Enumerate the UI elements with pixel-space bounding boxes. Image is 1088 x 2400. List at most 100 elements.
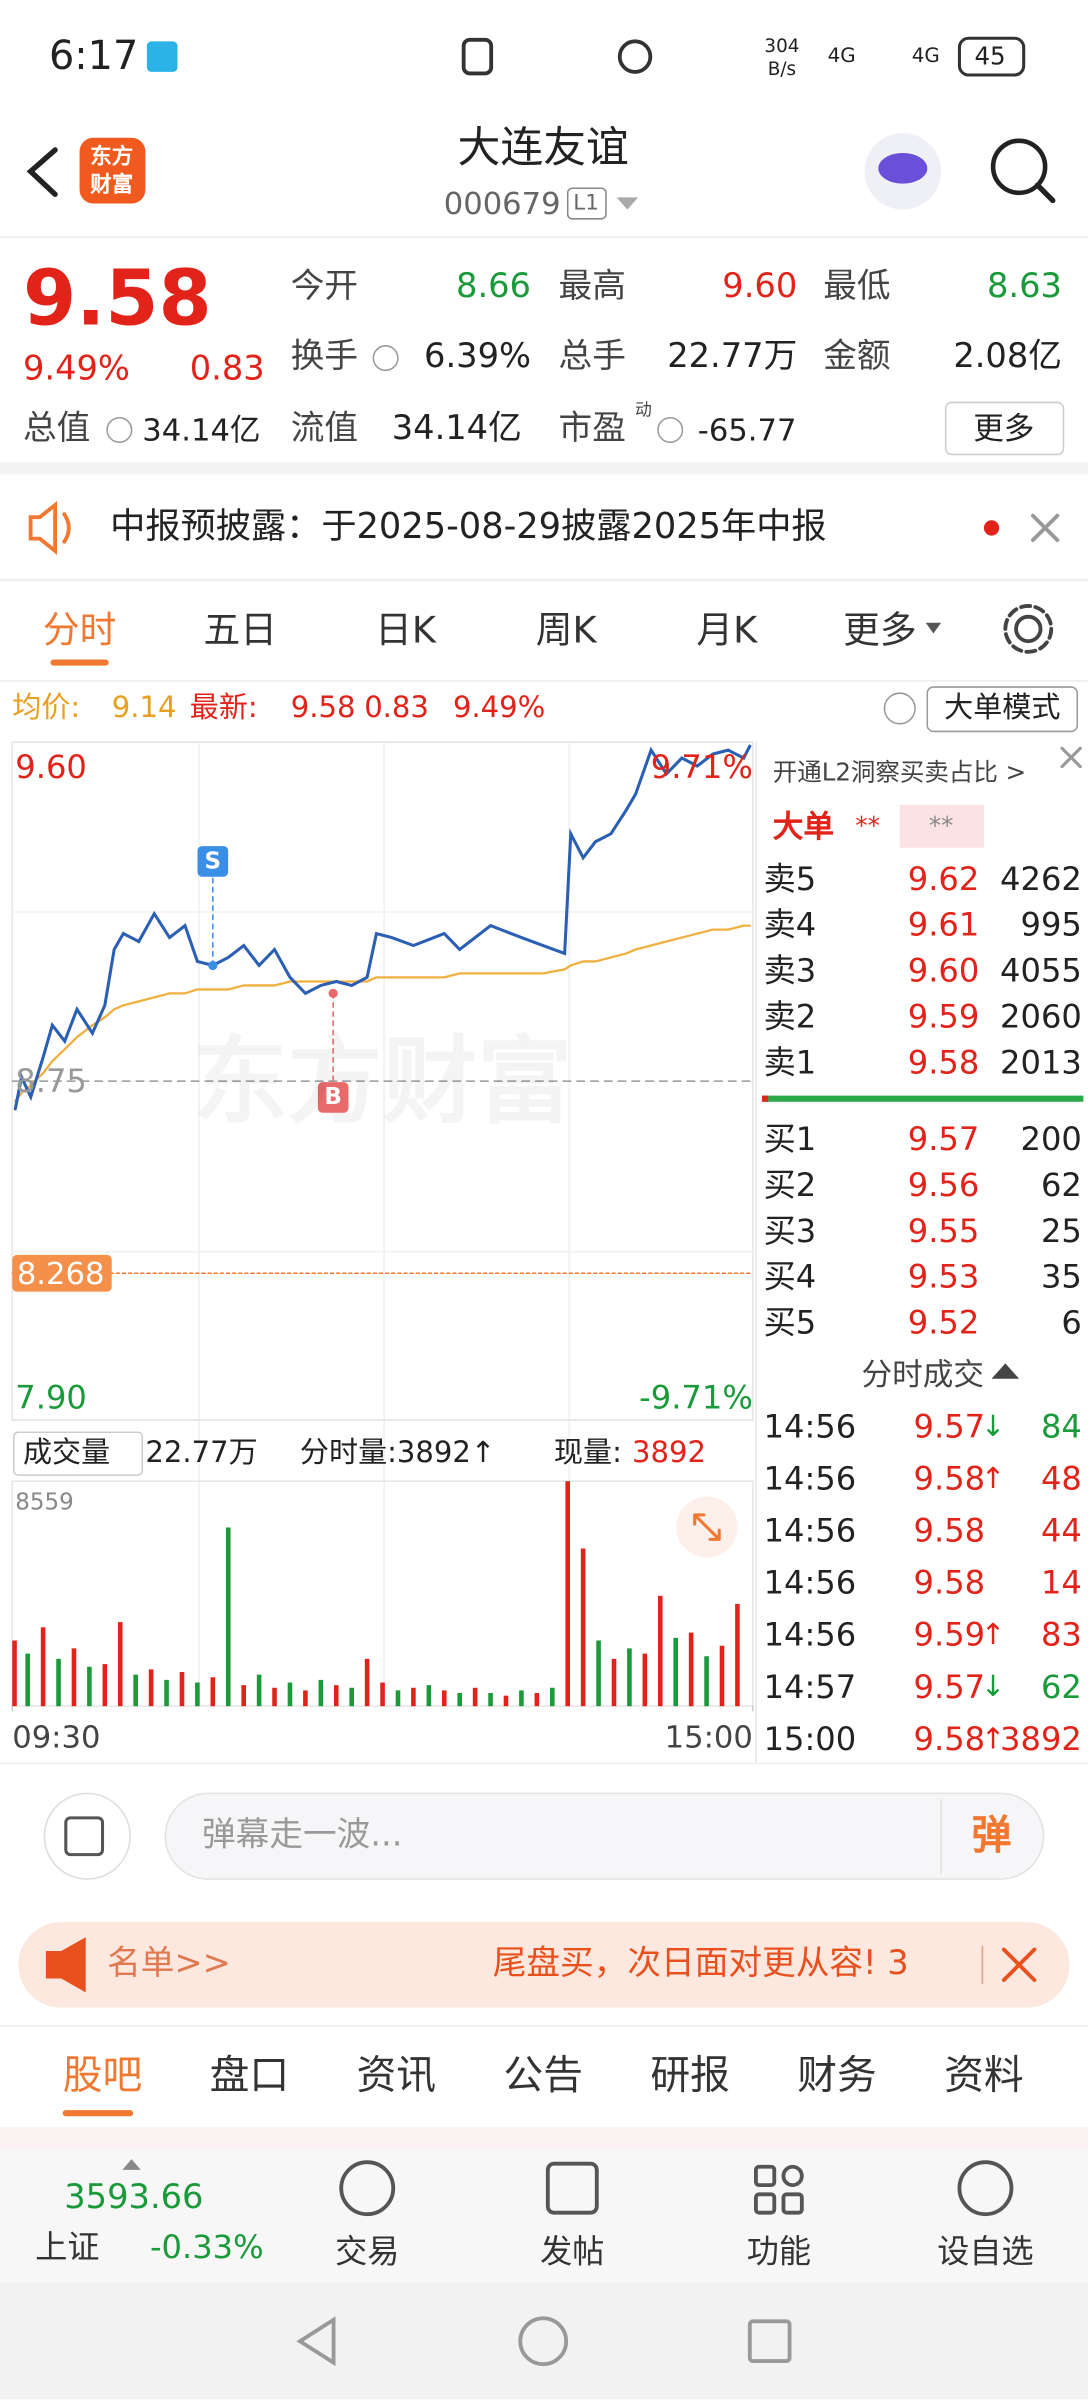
volume-bar (164, 1679, 169, 1707)
volume-bar (380, 1682, 385, 1707)
nav-item[interactable]: 设自选 (937, 2233, 1034, 2271)
tab[interactable]: 周K (535, 609, 597, 652)
trade-price: 9.58 (913, 1720, 986, 1758)
volume-bar (179, 1672, 185, 1707)
volume-bar (488, 1693, 493, 1707)
sub-tab[interactable]: 资讯 (356, 2053, 437, 2100)
divider (0, 2126, 1088, 2150)
sort-icon (991, 1363, 1020, 1379)
comment-icon[interactable] (43, 1792, 131, 1880)
avg-label: 均价: (12, 690, 81, 725)
sub-tab[interactable]: 研报 (650, 2053, 730, 2100)
volume-bar (549, 1687, 555, 1707)
nav-back[interactable] (296, 2316, 336, 2367)
volume-bar (148, 1669, 154, 1707)
book-price: 9.55 (907, 1212, 980, 1250)
banner-text[interactable]: 尾盘买，次日面对更从容! 3 (492, 1944, 909, 1984)
dropdown[interactable] (616, 197, 639, 210)
logo (79, 137, 146, 204)
comment-placeholder[interactable]: 弹幕走一波... (201, 1816, 403, 1855)
expand-arrow[interactable] (122, 2159, 141, 2170)
book-volume: 4262 (1000, 860, 1082, 898)
field-label: 总手 (558, 338, 626, 377)
close-icon[interactable] (1030, 513, 1060, 543)
mode-button[interactable]: 大单模式 (944, 690, 1061, 725)
tab[interactable]: 五日 (203, 609, 277, 652)
trade-arrow: ↑ (980, 1722, 1006, 1756)
y-tick-label: 7.90 (15, 1379, 87, 1417)
sub-tab[interactable]: 盘口 (209, 2053, 290, 2100)
nav-item[interactable]: 功能 (746, 2233, 812, 2271)
trades-title[interactable]: 分时成交 (861, 1355, 984, 1393)
nav-recent[interactable] (747, 2319, 792, 2364)
search-icon[interactable] (990, 138, 1048, 196)
book-volume: 25 (1040, 1212, 1082, 1250)
index-value[interactable]: 3593.66 (64, 2179, 204, 2218)
banner-tag[interactable]: 名单>> (107, 1944, 231, 1984)
banner[interactable] (18, 1921, 1070, 2008)
watchlist-icon (957, 2160, 1014, 2217)
sub-tab[interactable]: 资料 (944, 2053, 1024, 2100)
speaker-icon (28, 500, 57, 555)
book-price: 9.52 (907, 1304, 980, 1342)
l2-promo[interactable]: 开通L2洞察买卖占比 > (772, 757, 1027, 787)
danmaku-button[interactable]: 弹 (971, 1813, 1012, 1860)
latest-value: 9.58 (290, 690, 356, 725)
volume-bar (503, 1695, 509, 1707)
volume-bar (87, 1666, 92, 1707)
help-icon[interactable] (883, 692, 916, 725)
tab[interactable]: 日K (375, 609, 436, 652)
more-button[interactable] (944, 401, 1065, 456)
more-button[interactable]: 更多 (973, 410, 1035, 447)
nav-item[interactable]: 交易 (335, 2233, 400, 2271)
book-label: 买3 (763, 1212, 817, 1250)
search-icon (1034, 182, 1056, 204)
mode-button[interactable] (926, 686, 1079, 733)
field-label: 最高 (558, 267, 626, 307)
notice[interactable]: 中报预披露：于2025-08-29披露2025年中报 (110, 507, 827, 548)
comment-input[interactable] (164, 1792, 1045, 1880)
tab[interactable]: 分时 (42, 609, 117, 652)
field-value: 8.63 (987, 267, 1062, 307)
back-icon[interactable] (26, 147, 58, 198)
settings-icon[interactable] (1014, 614, 1043, 644)
megaphone-icon (45, 1937, 86, 1993)
volume-bar (272, 1687, 277, 1707)
volume-title[interactable]: 成交量 (22, 1436, 111, 1470)
annotation-tag (317, 1082, 349, 1113)
book-volume: 62 (1040, 1166, 1082, 1204)
masked-box (899, 804, 984, 848)
sub-tab[interactable]: 公告 (503, 2053, 584, 2100)
info-icon (106, 416, 133, 443)
nfc-icon (461, 37, 494, 76)
sub-tab[interactable]: 财务 (797, 2053, 877, 2100)
volume-selector[interactable] (13, 1431, 144, 1476)
speaker-icon (62, 512, 71, 544)
book-volume: 200 (1020, 1120, 1082, 1158)
close-icon[interactable] (1001, 1947, 1037, 1982)
trade-volume: 83 (1040, 1616, 1082, 1654)
function-icon (781, 2164, 804, 2188)
trade-time: 14:56 (763, 1512, 857, 1550)
field-value: 34.14亿 (142, 411, 261, 449)
field-label: 最低 (823, 267, 891, 307)
book-price: 9.60 (907, 952, 980, 990)
book-label: 卖1 (763, 1044, 817, 1082)
current-label: 现量: (553, 1436, 622, 1470)
volume-bar (519, 1690, 524, 1707)
sub-tab[interactable]: 股吧 (62, 2053, 143, 2100)
nav-item[interactable]: 发帖 (540, 2233, 605, 2271)
volume-bar (719, 1645, 725, 1707)
tab[interactable]: 月K (696, 609, 758, 652)
nav-home[interactable] (518, 2316, 569, 2367)
change-pct: 9.49% (452, 690, 546, 725)
y-tick-label: 8559 (15, 1488, 74, 1516)
tab[interactable]: 更多 (843, 609, 917, 652)
volume-bar (40, 1627, 46, 1707)
close-icon[interactable] (1060, 746, 1082, 769)
trade-time: 14:57 (763, 1668, 857, 1706)
masked: ** (928, 811, 954, 841)
y2-tick-label: -9.71% (639, 1379, 753, 1417)
